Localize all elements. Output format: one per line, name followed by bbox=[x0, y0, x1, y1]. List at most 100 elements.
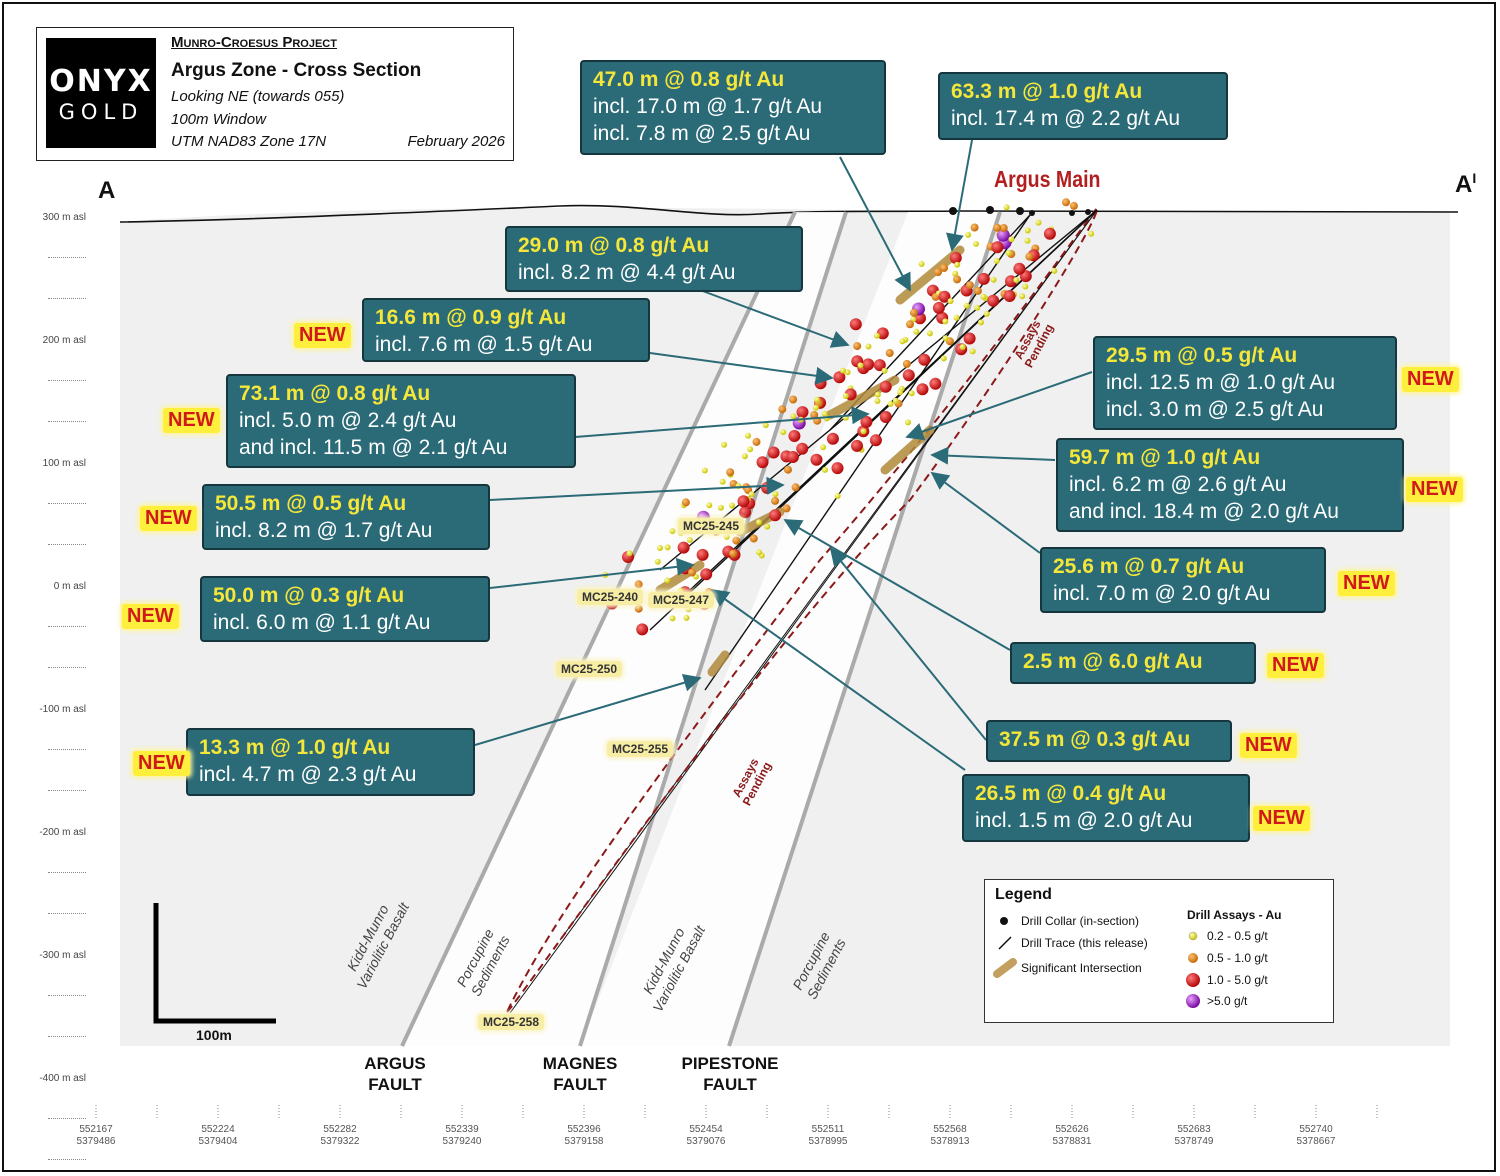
assay-low bbox=[780, 429, 787, 436]
coordinate-label: 552568 5378913 bbox=[930, 1124, 970, 1147]
legend-trace: Drill Trace (this release) bbox=[1021, 936, 1148, 950]
assay-high bbox=[796, 406, 809, 419]
assay-low bbox=[839, 367, 846, 374]
legend-assay-very-high: >5.0 g/t bbox=[1207, 994, 1248, 1008]
assay-low bbox=[980, 293, 987, 300]
assay-mid bbox=[906, 320, 914, 329]
project-name: Munro-Croesus Project bbox=[171, 34, 337, 51]
elevation-label: -400 m asl bbox=[39, 1073, 86, 1084]
intersection-symbol bbox=[993, 958, 1017, 978]
assay-low bbox=[764, 523, 771, 530]
assay-low bbox=[723, 533, 730, 540]
assay-high bbox=[769, 509, 782, 522]
assay-low bbox=[1019, 293, 1026, 300]
assay-low bbox=[745, 432, 752, 439]
assay-mid bbox=[634, 604, 643, 613]
assay-low bbox=[1024, 237, 1031, 244]
legend-title: Legend bbox=[995, 886, 1052, 903]
assay-mid bbox=[909, 308, 918, 317]
elevation-label: 100 m asl bbox=[42, 458, 86, 469]
assay-mid bbox=[970, 223, 979, 232]
assay-high bbox=[1013, 262, 1026, 275]
legend: Legend Drill Collar (in-section) Drill T… bbox=[984, 879, 1334, 1023]
assay-high bbox=[862, 358, 875, 371]
coordinate-label: 552224 5379404 bbox=[198, 1124, 238, 1147]
assay-mid bbox=[789, 395, 798, 404]
assay-mid bbox=[688, 568, 696, 577]
assay-low bbox=[947, 298, 954, 305]
assay-high bbox=[700, 568, 713, 581]
elevation-tick bbox=[48, 380, 86, 381]
assay-high bbox=[879, 380, 892, 393]
scale-bar bbox=[153, 903, 276, 1024]
assay-high bbox=[788, 430, 801, 442]
assay-high bbox=[869, 434, 882, 447]
assay-mid bbox=[782, 504, 791, 513]
assay-high bbox=[833, 371, 846, 384]
coordinate-label: 552511 5378995 bbox=[808, 1124, 848, 1147]
axis-ticks bbox=[95, 1105, 1378, 1118]
assay-low bbox=[626, 550, 633, 557]
elevation-tick bbox=[48, 421, 86, 422]
assay-high bbox=[873, 359, 886, 372]
new-tag-c11: NEW bbox=[1338, 571, 1395, 596]
new-tag-c10: NEW bbox=[1406, 477, 1463, 502]
assay-high bbox=[786, 451, 799, 463]
assay-low bbox=[719, 478, 726, 485]
legend-assay-mid: 0.5 - 1.0 g/t bbox=[1207, 951, 1268, 965]
assay-low bbox=[1005, 250, 1012, 256]
callout-c12: 2.5 m @ 6.0 g/t Au bbox=[1010, 642, 1256, 684]
drill-collars bbox=[949, 206, 1091, 216]
new-tag-c8: NEW bbox=[133, 751, 190, 776]
assay-low bbox=[790, 413, 797, 420]
new-tag-c12: NEW bbox=[1267, 653, 1324, 678]
projection: UTM NAD83 Zone 17N bbox=[171, 133, 327, 150]
assay-low bbox=[1008, 236, 1015, 243]
assay-low bbox=[1035, 219, 1042, 226]
elevation-tick bbox=[48, 749, 86, 750]
assay-mid bbox=[973, 286, 982, 295]
callout-c1: 47.0 m @ 0.8 g/t Au incl. 17.0 m @ 1.7 g/… bbox=[580, 60, 886, 155]
assay-low bbox=[717, 504, 724, 511]
assay-mid bbox=[1069, 201, 1078, 210]
hole-label: MC25-247 bbox=[648, 592, 715, 608]
assay-low bbox=[940, 355, 947, 362]
assay-mid bbox=[681, 498, 690, 507]
assay-low bbox=[657, 545, 663, 551]
new-tag-c5: NEW bbox=[163, 408, 220, 433]
assay-high bbox=[987, 294, 1000, 307]
coordinate-label: 552339 5379240 bbox=[442, 1124, 482, 1147]
assay-high bbox=[826, 432, 839, 445]
assay-high bbox=[860, 415, 873, 428]
callout-c14: 26.5 m @ 0.4 g/t Au incl. 1.5 m @ 2.0 g/t… bbox=[962, 774, 1250, 842]
assay-low bbox=[974, 304, 981, 311]
elevation-tick bbox=[48, 1159, 86, 1160]
legend-assay-low: 0.2 - 0.5 g/t bbox=[1207, 929, 1268, 943]
assay-low bbox=[812, 404, 819, 411]
trace-symbol bbox=[998, 936, 1012, 950]
hole-label: MC25-258 bbox=[478, 1014, 545, 1030]
callout-c4: 16.6 m @ 0.9 g/t Au incl. 7.6 m @ 1.5 g/t… bbox=[362, 298, 650, 362]
company-logo: ONYX GOLD bbox=[46, 38, 156, 148]
collar-symbol bbox=[1000, 917, 1008, 925]
elevation-tick bbox=[48, 298, 86, 299]
window-width: 100m Window bbox=[171, 111, 266, 128]
assay-low bbox=[834, 493, 841, 499]
section-end-label: AI bbox=[1455, 170, 1477, 198]
assay-high bbox=[831, 462, 844, 475]
assay-low bbox=[857, 362, 864, 369]
assay-low bbox=[701, 467, 708, 474]
fault-label-argus: ARGUS FAULT bbox=[364, 1054, 426, 1094]
assay-low bbox=[820, 444, 827, 451]
assay-low bbox=[721, 441, 728, 448]
assay-high bbox=[739, 506, 752, 519]
map-date: February 2026 bbox=[407, 133, 505, 150]
assay-mid bbox=[999, 224, 1008, 232]
assay-high bbox=[756, 456, 769, 469]
assay-high bbox=[918, 353, 931, 366]
legend-collar: Drill Collar (in-section) bbox=[1021, 914, 1140, 928]
assay-mid bbox=[885, 349, 894, 357]
view-direction: Looking NE (towards 055) bbox=[171, 88, 345, 105]
assay-low bbox=[669, 615, 676, 622]
assay-low bbox=[942, 335, 949, 342]
